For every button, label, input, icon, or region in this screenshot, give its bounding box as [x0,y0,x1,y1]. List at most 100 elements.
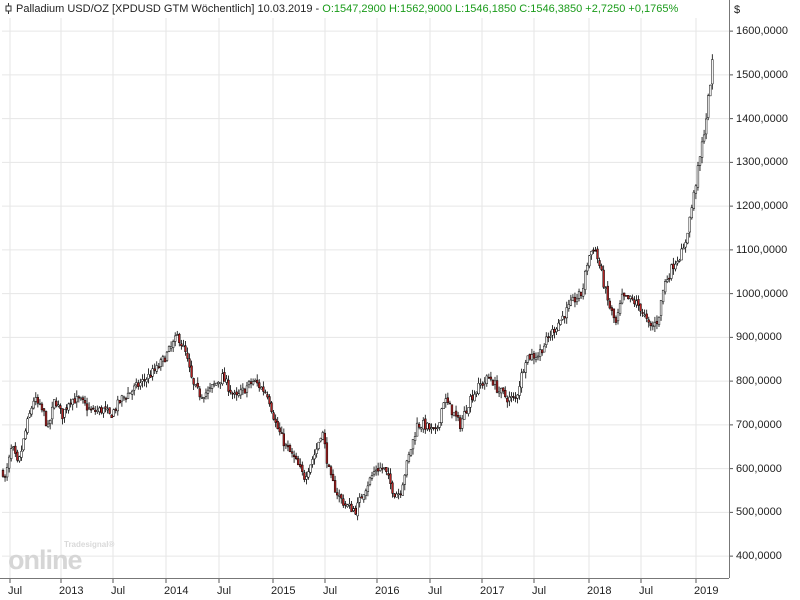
candle-body [270,402,273,412]
candle [575,294,579,305]
candle-body [524,362,527,373]
candle [184,340,187,356]
candle [178,332,181,347]
candle-body [620,293,624,304]
x-tick-label: Jul [323,585,338,597]
candle [635,295,638,308]
candle [557,319,560,332]
candle-body [381,467,384,470]
candle [694,184,698,200]
y-tick-label: 1300,0000 [736,156,788,169]
candle [241,383,244,396]
candle-body [543,345,546,353]
y-tick-label: 400,0000 [736,550,782,563]
candle [319,437,322,443]
candle-body [206,389,210,394]
candle-body [493,380,497,385]
candle-body [44,411,48,427]
candle-body [649,322,652,326]
candle [276,417,279,430]
candle [116,395,119,416]
candle-body [75,396,78,403]
candle [534,352,538,363]
candle [647,316,650,328]
candle-body [413,436,417,441]
candle-body [18,456,21,462]
candle [620,288,624,305]
candle-body [596,248,599,260]
candle-body [354,507,357,515]
candle-body [370,475,374,479]
candle [297,455,300,466]
candle-body [42,408,46,412]
y-tick-label: 1500,0000 [736,68,788,81]
candle-body [415,422,419,437]
candle [645,309,648,323]
candle [377,462,380,476]
candle [594,246,597,252]
candle-body [436,427,439,429]
candle [28,410,31,419]
candle [143,373,146,387]
candle-body [20,450,23,458]
candle-body [629,296,632,299]
candle-body [469,396,472,408]
candle [14,442,17,458]
candle-body [678,260,681,262]
candle-body [582,288,585,297]
candle-body [526,355,529,363]
candle [251,378,255,386]
candle-body [637,299,640,306]
candle-body [96,409,99,412]
candle [452,412,456,417]
y-tick-label: 1000,0000 [736,287,788,300]
candle [407,451,411,464]
candle-body [694,185,698,194]
candle [379,462,382,472]
candle-body [536,355,540,358]
candle-body [668,277,671,280]
candle-body [208,386,212,389]
candle-body [315,448,318,454]
candle [698,156,702,172]
candle [442,402,445,409]
candle [381,463,384,474]
candle-body [202,397,206,400]
candle-body [223,372,226,382]
candle [526,355,529,365]
candle [120,394,124,407]
candle [106,404,109,414]
candle [627,295,630,300]
candle-body [251,381,255,385]
candle-body [196,382,199,388]
candle [680,243,683,261]
candle-body [174,335,177,342]
candle [358,493,361,508]
candle [653,316,657,332]
candle-body [352,508,355,511]
candle [258,379,261,392]
candle-body [139,382,142,387]
candle-body [124,398,128,400]
candle [405,459,409,478]
candle-body [512,396,515,398]
candle [643,309,646,318]
candle [284,442,288,449]
candle-body [186,352,189,359]
candle-body [664,281,667,293]
candle-body [530,354,534,361]
candle-body [643,314,646,317]
candle [532,350,536,365]
candle [18,455,21,463]
candle-body [635,300,638,306]
candle [692,190,696,211]
candle [618,300,622,316]
y-tick-label: 1400,0000 [736,112,788,125]
candle [473,390,476,402]
candle-body [448,402,452,405]
candle [686,232,689,245]
candle-body [586,265,589,272]
candle [108,407,111,415]
candle-body [680,248,683,261]
candle-body [616,312,620,322]
